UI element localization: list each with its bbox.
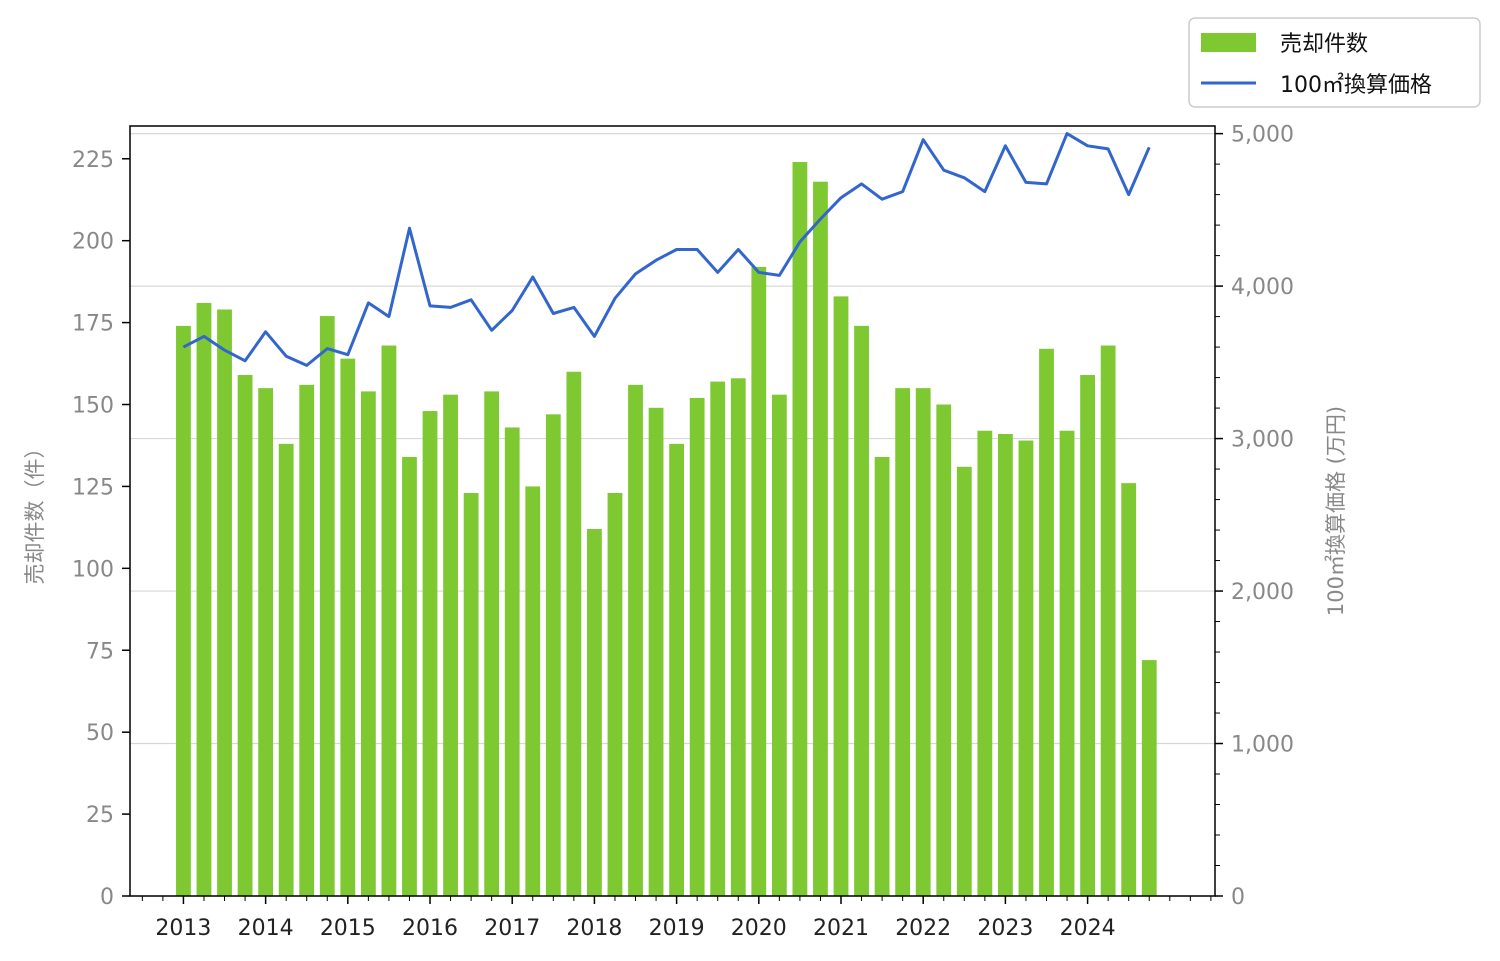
right-tick-label: 1,000 [1231,733,1294,758]
bar [402,456,417,896]
bar [833,296,849,897]
bar [669,443,685,896]
left-tick-label: 150 [72,394,114,419]
bar [628,384,643,896]
left-tick-label: 50 [86,721,114,746]
left-tick-label: 100 [72,557,114,582]
bar [936,404,952,896]
bar [1121,483,1137,896]
bar [1100,345,1116,896]
left-axis-ticks: 0 25 50 75 100 125 150 175 200 225 [72,148,130,910]
bar [792,162,808,897]
left-tick-label: 25 [86,803,114,828]
left-axis-title: 売却件数（件） [23,438,47,585]
bar [813,181,828,896]
x-tick-label: 2019 [649,916,705,941]
x-tick-label: 2014 [238,916,294,941]
right-axis-ticks: 0 1,000 2,000 3,000 4,000 5,000 [1215,123,1294,910]
bar [854,325,869,897]
x-tick-label: 2016 [402,916,458,941]
left-tick-label: 0 [100,885,114,910]
left-tick-label: 175 [72,312,114,337]
axes [129,125,1216,897]
x-tick-label: 2013 [155,916,211,941]
bar [504,427,520,896]
plot-frame [129,125,1216,897]
bar [176,325,191,897]
bar [956,466,972,896]
legend-frame [1188,17,1481,108]
bar [443,394,458,896]
bar [258,388,274,896]
bar [771,394,787,896]
bar [1080,375,1095,897]
bar [566,371,582,896]
x-tick-label: 2021 [813,916,869,941]
bar [915,388,931,896]
line-price-per-100sqm [182,132,1151,367]
bar [1039,348,1054,897]
right-tick-label: 0 [1231,885,1245,910]
left-tick-label: 200 [72,230,114,255]
bar [340,358,356,896]
bar [319,316,335,896]
bar [689,397,705,896]
bar [237,375,253,897]
left-tick-label: 225 [72,148,114,173]
x-tick-label: 2015 [320,916,376,941]
x-tick-label: 2020 [731,916,787,941]
bar [484,391,500,896]
bar [463,492,479,896]
x-axis-ticks: 2013 2014 2015 2016 2017 2018 2019 2020 2021 2022… [141,896,1212,941]
bar [381,345,397,896]
x-tick-label: 2022 [895,916,951,941]
bar [196,302,212,896]
right-tick-label: 3,000 [1231,428,1294,453]
bar [895,388,911,896]
bar [730,378,746,897]
bar [1059,430,1075,896]
bar [422,411,438,896]
x-tick-label: 2023 [977,916,1033,941]
bar [998,434,1013,896]
x-tick-label: 2018 [566,916,622,941]
bar [525,486,541,896]
bar [587,529,602,896]
left-tick-label: 75 [86,639,114,664]
left-tick-label: 125 [72,475,114,500]
bar [874,456,890,896]
bar [278,443,294,896]
right-tick-label: 4,000 [1231,275,1294,300]
bar [607,492,623,896]
right-tick-label: 5,000 [1231,123,1294,148]
right-tick-label: 2,000 [1231,580,1294,605]
bar [1141,660,1157,896]
right-axis-title: 100㎡換算価格 (万円) [1324,406,1348,616]
price-line [182,132,1151,367]
bar [751,266,767,896]
x-tick-label: 2017 [484,916,540,941]
bar [217,309,232,896]
bar [360,391,376,896]
bar [648,407,664,896]
bars-sales-count [176,162,1157,897]
legend-bar-label: 売却件数 [1280,32,1368,57]
bar [1018,440,1034,896]
legend: 売却件数 100㎡換算価格 [1188,17,1481,108]
bar [299,384,315,896]
legend-line-label: 100㎡換算価格 [1280,72,1432,98]
bar [710,381,726,896]
bar [977,430,993,896]
bar [545,414,561,896]
legend-bar-swatch [1201,33,1256,52]
x-tick-label: 2024 [1060,916,1116,941]
